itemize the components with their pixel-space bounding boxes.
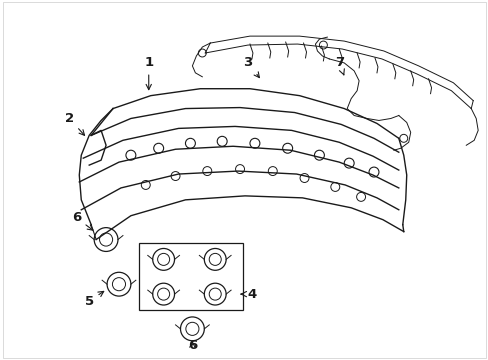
Text: 6: 6 bbox=[187, 339, 197, 352]
Text: 3: 3 bbox=[243, 57, 259, 78]
Text: 5: 5 bbox=[84, 291, 103, 307]
Text: 7: 7 bbox=[334, 57, 344, 75]
Text: 4: 4 bbox=[241, 288, 256, 301]
Bar bbox=[139, 243, 243, 310]
Text: 2: 2 bbox=[65, 112, 84, 135]
Text: 6: 6 bbox=[72, 211, 93, 230]
Text: 1: 1 bbox=[144, 57, 153, 90]
